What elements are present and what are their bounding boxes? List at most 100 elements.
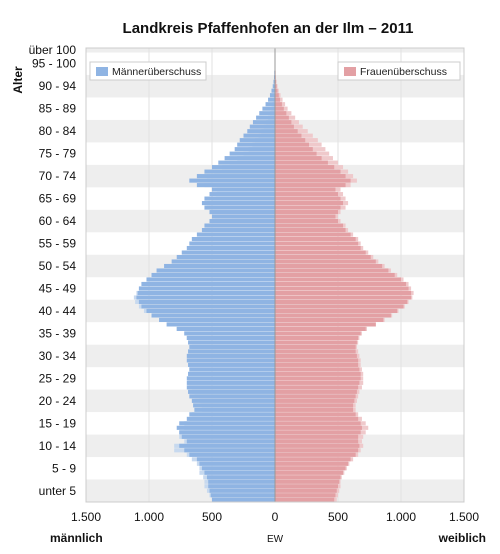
age-label: 70 - 74 [39,169,77,183]
male-bar [189,178,275,183]
x-tick-label: 1.000 [134,510,164,524]
female-bar [275,84,277,89]
male-bar [146,277,275,282]
female-bar [275,367,360,372]
male-bar [186,380,275,385]
male-bar [191,398,275,403]
age-label: 40 - 44 [39,304,77,318]
female-bar [275,299,408,305]
legend-female-surplus-swatch [344,67,356,76]
male-bars [136,48,275,502]
female-bar [275,232,351,237]
age-label: 50 - 54 [39,259,77,273]
male-bar [256,115,275,120]
male-bar [191,236,275,242]
female-bar [275,93,279,98]
male-bar [265,102,275,107]
female-bar [275,165,335,170]
male-bar [247,129,275,134]
male-bar [268,97,275,102]
male-bar [186,353,275,358]
male-bar [141,304,275,309]
male-bar [218,160,275,165]
female-bar [275,322,376,327]
female-axis-label: weiblich [438,531,486,545]
female-bar [275,88,278,93]
male-bar [196,183,275,188]
male-bar [252,120,275,125]
male-bar [262,106,275,111]
female-bar [275,308,398,314]
female-bar [275,111,287,116]
female-bar [275,210,338,215]
female-bar [275,286,409,291]
female-bar [275,412,356,417]
age-label: 20 - 24 [39,394,77,408]
female-bar [275,187,336,192]
female-bar [275,250,366,255]
male-bar [212,187,275,192]
x-tick-label: 1.500 [71,510,101,524]
female-bar [275,443,360,448]
female-bar [275,219,338,224]
male-bar [137,290,275,296]
x-tick-label: 0 [272,510,279,524]
female-bar [275,178,351,183]
male-bar [193,403,275,408]
female-bar [275,493,336,498]
male-bar [204,196,275,201]
female-bar [275,272,395,278]
male-bar [184,448,275,453]
male-bar [179,443,275,448]
female-bar [275,475,341,480]
male-bar [171,259,275,264]
male-bar [196,232,275,237]
female-bar [275,281,407,287]
female-bar [275,160,328,165]
female-bar [275,326,366,331]
male-bar [243,133,275,138]
female-bar [275,142,310,147]
male-bar [156,268,275,273]
male-bar [201,228,275,233]
male-bar [188,389,275,394]
female-bar [275,484,338,489]
male-bar [176,326,275,331]
male-bar [181,434,275,439]
male-bar [164,263,275,269]
female-bar [275,439,359,444]
male-bar [199,461,275,466]
male-bar [224,156,275,161]
male-bar [189,394,275,399]
female-bar [275,313,391,318]
female-bar [275,371,361,376]
age-label: 35 - 39 [39,326,77,340]
male-bar [273,75,275,80]
female-bar [275,201,344,206]
male-bar [146,308,275,314]
female-bar [275,138,306,143]
female-bar [275,214,336,219]
male-bar [159,317,275,322]
male-bar [189,412,275,417]
age-label: 65 - 69 [39,192,77,206]
female-bar [275,389,357,394]
male-bar [209,210,275,215]
male-bar [189,344,275,349]
age-label: 60 - 64 [39,214,77,228]
age-label: 10 - 14 [39,439,77,453]
female-bar [275,129,298,134]
female-bar [275,425,362,430]
female-bar [275,79,277,84]
x-tick-label: 1.000 [386,510,416,524]
female-bar [275,398,355,403]
male-bar [272,84,275,89]
female-bar [275,183,346,188]
female-bar [275,353,357,358]
male-bar [188,340,275,345]
male-bar [186,416,275,421]
age-label: 25 - 29 [39,371,77,385]
male-bar [188,371,275,376]
chart-title: Landkreis Pfaffenhofen an der Ilm – 2011 [123,20,414,37]
male-bar [189,452,275,457]
